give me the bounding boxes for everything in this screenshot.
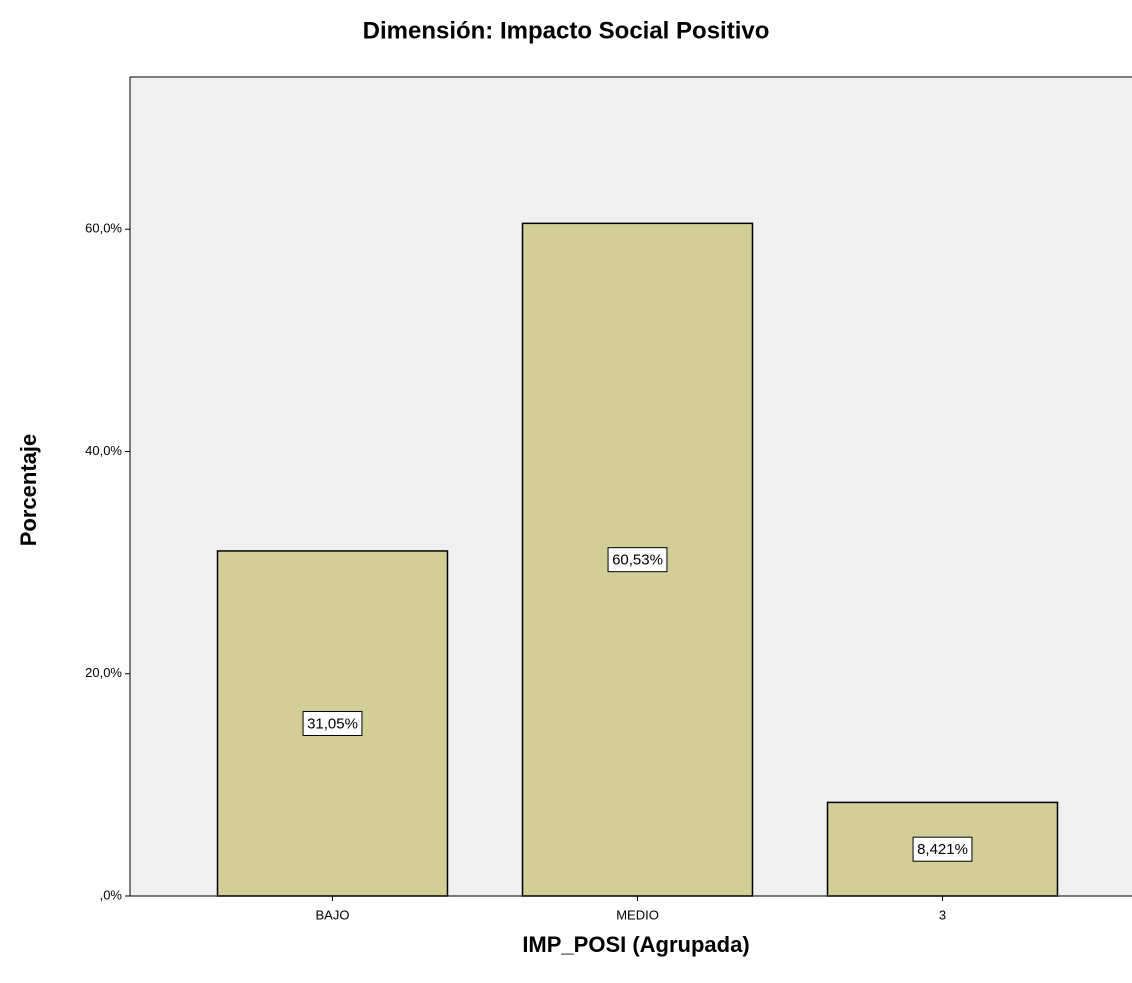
value-label: 31,05%: [307, 715, 358, 732]
x-axis-title: IMP_POSI (Agrupada): [522, 932, 749, 957]
x-tick-label: MEDIO: [616, 907, 659, 922]
x-tick-label: 3: [939, 907, 946, 922]
value-label-box: [302, 710, 363, 736]
y-tick-label: 60,0%: [85, 221, 122, 236]
y-tick-label: ,0%: [100, 887, 123, 902]
y-tick-label: 20,0%: [85, 665, 122, 680]
value-label: 60,53%: [612, 552, 663, 569]
y-axis-title: Porcentaje: [16, 434, 41, 547]
value-label-box: [607, 547, 668, 573]
value-label: 8,421%: [917, 841, 968, 858]
bar: [826, 801, 1059, 897]
chart-title: Dimensión: Impacto Social Positivo: [363, 17, 770, 44]
y-tick-label: 40,0%: [85, 443, 122, 458]
value-label-box: [912, 836, 973, 862]
bar: [521, 222, 754, 897]
x-tick-label: BAJO: [316, 907, 350, 922]
